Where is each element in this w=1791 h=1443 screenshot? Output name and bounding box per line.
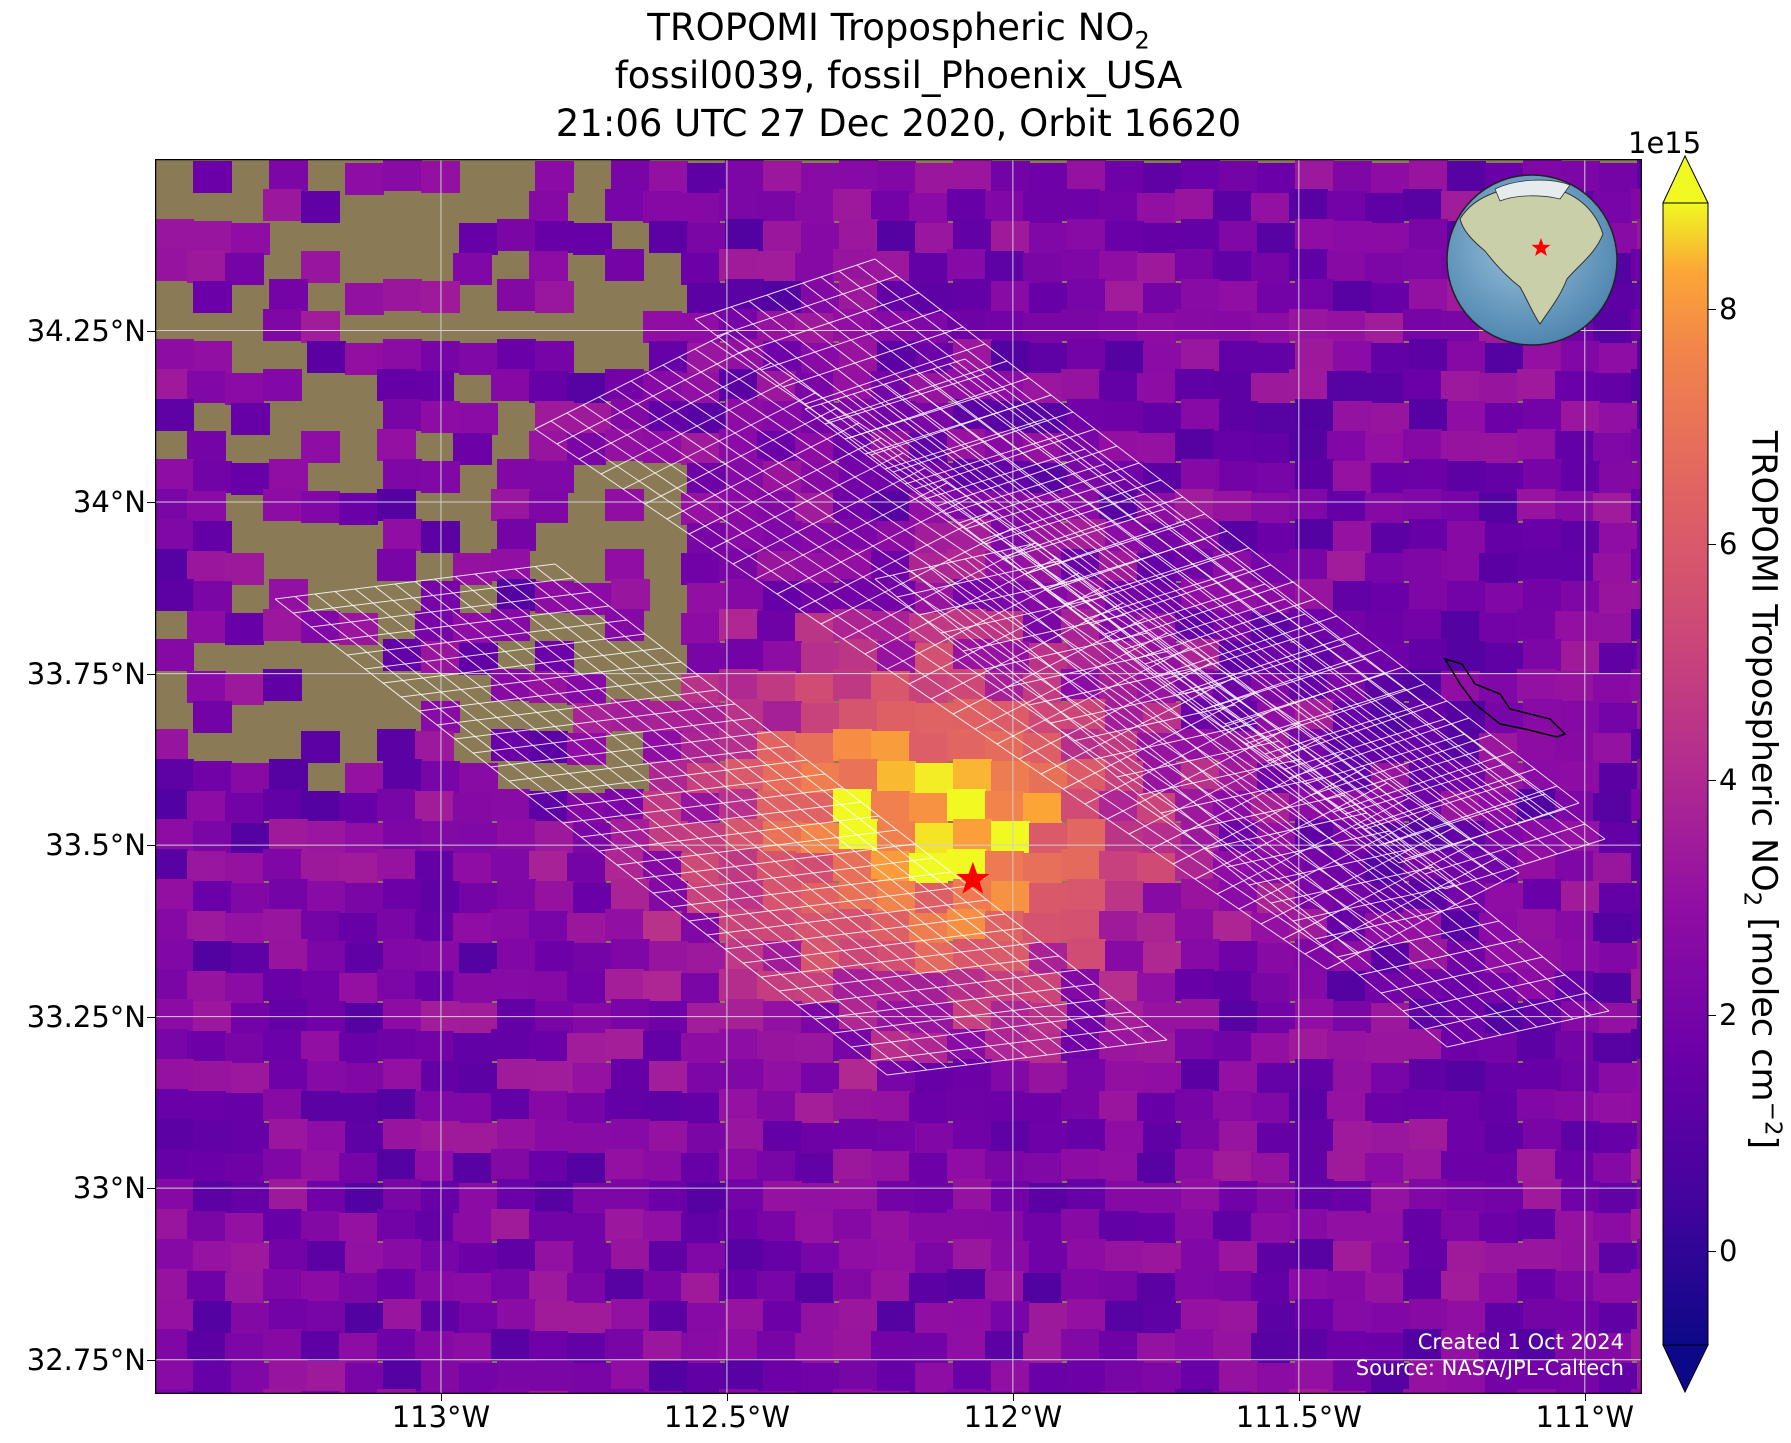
colorbar-tick-mark — [1708, 1250, 1716, 1252]
colorbar-exponent: 1e15 — [1628, 126, 1702, 160]
inset-globe — [1446, 174, 1618, 346]
colorbar-tick-label: 8 — [1719, 291, 1738, 326]
lat-tick-label: 34°N — [72, 485, 146, 520]
lat-tick-label: 33.25°N — [26, 999, 146, 1034]
lon-tick-label: 111°W — [1535, 1400, 1635, 1434]
lat-tick-label: 33.5°N — [45, 828, 146, 863]
lat-tick-mark — [147, 673, 155, 675]
boundary-outline — [1443, 657, 1567, 738]
target-mode-footprints — [274, 258, 1610, 1076]
colorbar-tick-mark — [1708, 1015, 1716, 1017]
lat-tick-mark — [147, 845, 155, 847]
title-line-3: 21:06 UTC 27 Dec 2020, Orbit 16620 — [555, 102, 1242, 145]
colorbar-tick-label: 6 — [1719, 527, 1738, 562]
lat-tick-label: 34.25°N — [26, 313, 146, 348]
colorbar-label: TROPOMI Tropospheric NO2 [molec cm−2] — [1738, 430, 1786, 1150]
colorbar-tick-label: 2 — [1719, 998, 1738, 1033]
lon-tick-label: 113°W — [391, 1400, 491, 1434]
colorbar-tick-label: 0 — [1719, 1233, 1738, 1268]
lon-tick-mark — [440, 1394, 442, 1401]
lat-tick-mark — [147, 1016, 155, 1018]
lat-tick-mark — [147, 502, 155, 504]
lat-tick-mark — [147, 1359, 155, 1361]
title-line-1: TROPOMI Tropospheric NO2 — [647, 6, 1150, 55]
title-line-2: fossil0039, fossil_Phoenix_USA — [614, 54, 1183, 97]
lat-tick-mark — [147, 1188, 155, 1190]
created-credit: Created 1 Oct 2024 — [1417, 1330, 1624, 1354]
lon-tick-mark — [1298, 1394, 1300, 1401]
lon-tick-label: 112.5°W — [663, 1400, 791, 1434]
map-panel — [155, 159, 1642, 1394]
inset-star-icon — [1531, 238, 1551, 256]
colorbar-tick-mark — [1708, 544, 1716, 546]
source-credit: Source: NASA/JPL-Caltech — [1355, 1356, 1624, 1380]
lon-tick-label: 111.5°W — [1235, 1400, 1362, 1434]
lat-tick-label: 32.75°N — [26, 1342, 146, 1377]
lat-tick-label: 33.75°N — [26, 656, 146, 691]
no2-pixel-layer — [155, 159, 1642, 1394]
colorbar — [1662, 155, 1709, 1394]
lon-tick-mark — [726, 1394, 728, 1401]
colorbar-tick-mark — [1708, 308, 1716, 310]
lon-tick-mark — [1012, 1394, 1014, 1401]
source-star-icon — [956, 861, 990, 894]
lat-tick-mark — [147, 330, 155, 332]
lon-tick-label: 112°W — [963, 1400, 1063, 1434]
colorbar-tick-label: 4 — [1719, 762, 1738, 797]
lon-tick-mark — [1584, 1394, 1586, 1401]
lat-tick-label: 33°N — [72, 1171, 146, 1206]
colorbar-tick-mark — [1708, 779, 1716, 781]
